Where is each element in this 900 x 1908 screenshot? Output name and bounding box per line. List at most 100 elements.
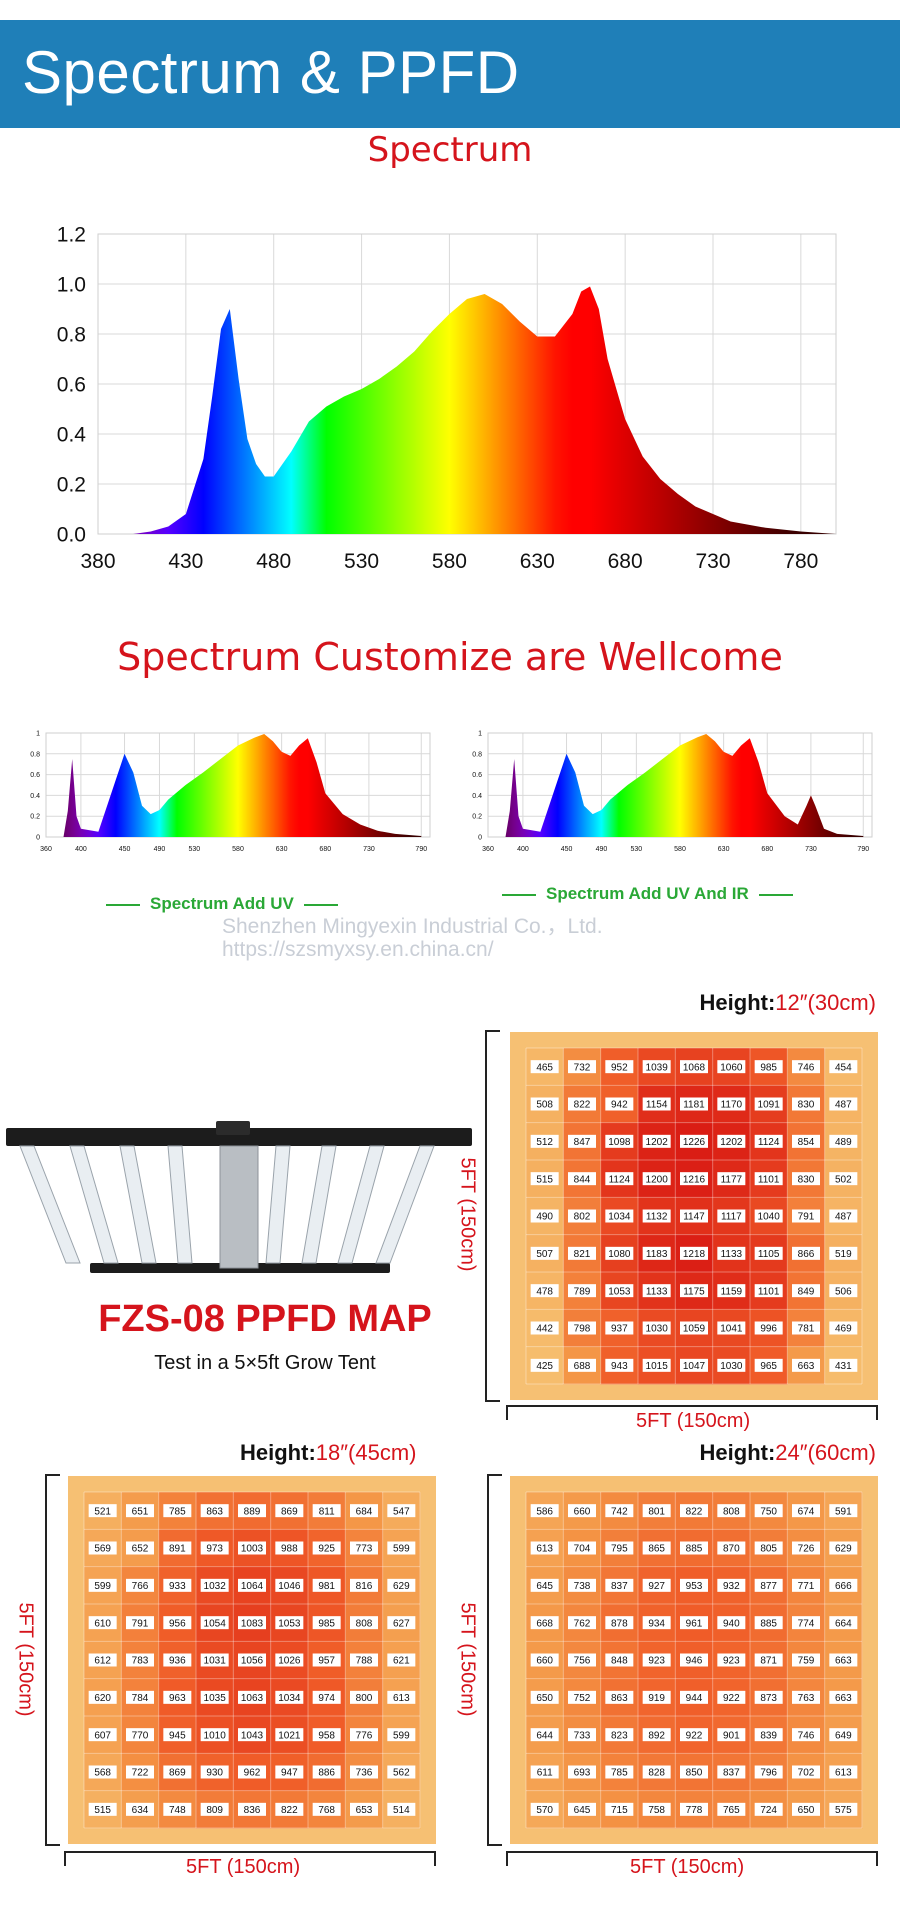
ppfd-value-bg: [275, 1802, 304, 1816]
ppfd-value: 816: [356, 1581, 373, 1592]
ppfd-value-bg: [605, 1097, 634, 1111]
x-tick-label: 400: [75, 846, 87, 853]
ppfd-value: 1216: [683, 1174, 706, 1185]
ppfd-value: 599: [94, 1581, 111, 1592]
ppfd-value: 961: [686, 1618, 703, 1629]
ppfd-value-bg: [312, 1802, 341, 1816]
ppfd-value: 878: [611, 1618, 628, 1629]
ppfd-value-bg: [680, 1284, 708, 1298]
ppfd-value-bg: [568, 1246, 596, 1260]
ppfd-map-subtitle: Test in a 5×5ft Grow Tent: [154, 1352, 376, 1374]
ppfd-value-bg: [642, 1172, 671, 1186]
ppfd-value: 663: [835, 1656, 852, 1667]
spectrum-area: [488, 734, 864, 837]
ppfd-value: 1043: [241, 1730, 264, 1741]
bracket-vertical-18: [45, 1474, 60, 1846]
ppfd-value: 586: [536, 1506, 553, 1517]
ppfd-value: 773: [356, 1544, 373, 1555]
ppfd-value-bg: [568, 1321, 596, 1335]
ppfd-value: 515: [536, 1174, 553, 1185]
ppfd-value: 732: [574, 1062, 591, 1073]
dim-vertical-24: 5FT (150cm): [456, 1602, 479, 1717]
ppfd-value: 830: [798, 1174, 815, 1185]
ppfd-value: 988: [281, 1544, 298, 1555]
ppfd-value-bg: [530, 1358, 559, 1372]
ppfd-value-bg: [829, 1690, 858, 1704]
ppfd-value-bg: [605, 1209, 634, 1223]
ppfd-value: 844: [574, 1174, 591, 1185]
ppfd-value: 742: [611, 1506, 628, 1517]
ppfd-value: 1226: [683, 1137, 706, 1148]
ppfd-value-bg: [88, 1504, 117, 1518]
ppfd-value-bg: [717, 1358, 746, 1372]
ppfd-value-bg: [530, 1690, 559, 1704]
ppfd-value-bg: [680, 1134, 708, 1148]
ppfd-value-bg: [680, 1172, 708, 1186]
ppfd-value-bg: [312, 1653, 341, 1667]
y-tick-label: 0.2: [472, 814, 482, 821]
ppfd-value-bg: [312, 1728, 341, 1742]
ppfd-value: 562: [393, 1768, 410, 1779]
ppfd-value-bg: [530, 1802, 559, 1816]
ppfd-value-bg: [642, 1541, 671, 1555]
ppfd-value-bg: [350, 1728, 378, 1742]
ppfd-value-bg: [829, 1541, 858, 1555]
ppfd-value: 1133: [646, 1286, 668, 1297]
y-tick-label: 0.4: [472, 793, 482, 800]
ppfd-value-bg: [717, 1284, 746, 1298]
ppfd-value: 889: [244, 1506, 261, 1517]
customize-title: Spectrum Customize are Wellcome: [117, 635, 783, 679]
ppfd-value: 1031: [204, 1656, 227, 1667]
ppfd-value: 1101: [758, 1174, 780, 1185]
y-tick-label: 0.8: [57, 323, 86, 346]
ppfd-value: 547: [393, 1506, 410, 1517]
ppfd-value-bg: [642, 1321, 671, 1335]
ppfd-value: 1026: [278, 1656, 301, 1667]
ppfd-value: 1083: [241, 1618, 264, 1629]
ppfd-value: 569: [94, 1544, 111, 1555]
ppfd-value-bg: [605, 1690, 634, 1704]
ppfd-value: 958: [318, 1730, 335, 1741]
ppfd-value: 811: [319, 1506, 335, 1517]
ppfd-value: 870: [723, 1544, 740, 1555]
ppfd-value: 425: [536, 1361, 553, 1372]
ppfd-value-bg: [754, 1728, 783, 1742]
ppfd-value: 489: [835, 1137, 852, 1148]
ppfd-value: 674: [798, 1506, 815, 1517]
ppfd-value-bg: [387, 1504, 416, 1518]
ppfd-value: 933: [169, 1581, 186, 1592]
x-tick-label: 400: [517, 846, 529, 853]
ppfd-value-bg: [642, 1504, 671, 1518]
ppfd-value-bg: [200, 1616, 229, 1630]
bracket-horizontal-18: [64, 1851, 436, 1866]
ppfd-value: 521: [94, 1506, 111, 1517]
x-tick-label: 490: [596, 846, 608, 853]
x-tick-label: 450: [561, 846, 573, 853]
ppfd-value-bg: [126, 1616, 154, 1630]
ppfd-value: 1175: [683, 1286, 705, 1297]
ppfd-value: 465: [536, 1062, 553, 1073]
ppfd-value-bg: [275, 1653, 304, 1667]
ppfd-value-bg: [530, 1728, 559, 1742]
ppfd-value-bg: [717, 1728, 746, 1742]
ppfd-value-bg: [792, 1616, 820, 1630]
ppfd-value: 1154: [646, 1100, 668, 1111]
ppfd-value: 940: [723, 1618, 740, 1629]
ppfd-value: 943: [611, 1361, 628, 1372]
x-tick-label: 780: [783, 550, 818, 573]
ppfd-value-bg: [754, 1802, 783, 1816]
x-tick-label: 490: [154, 846, 166, 853]
ppfd-value-bg: [605, 1653, 634, 1667]
ppfd-value: 766: [132, 1581, 149, 1592]
ppfd-value-bg: [680, 1728, 708, 1742]
ppfd-value-bg: [680, 1358, 708, 1372]
ppfd-value-bg: [680, 1765, 708, 1779]
ppfd-value-bg: [568, 1060, 596, 1074]
ppfd-value: 431: [835, 1361, 852, 1372]
spectrum-add-uv-chart: 360 400 450 490 530 580 630 680 730 790 0 0.2 0.4 0.6…: [30, 730, 431, 853]
ppfd-value-bg: [754, 1284, 783, 1298]
ppfd-value: 620: [94, 1693, 111, 1704]
ppfd-value: 660: [574, 1506, 591, 1517]
ppfd-value: 973: [206, 1544, 223, 1555]
